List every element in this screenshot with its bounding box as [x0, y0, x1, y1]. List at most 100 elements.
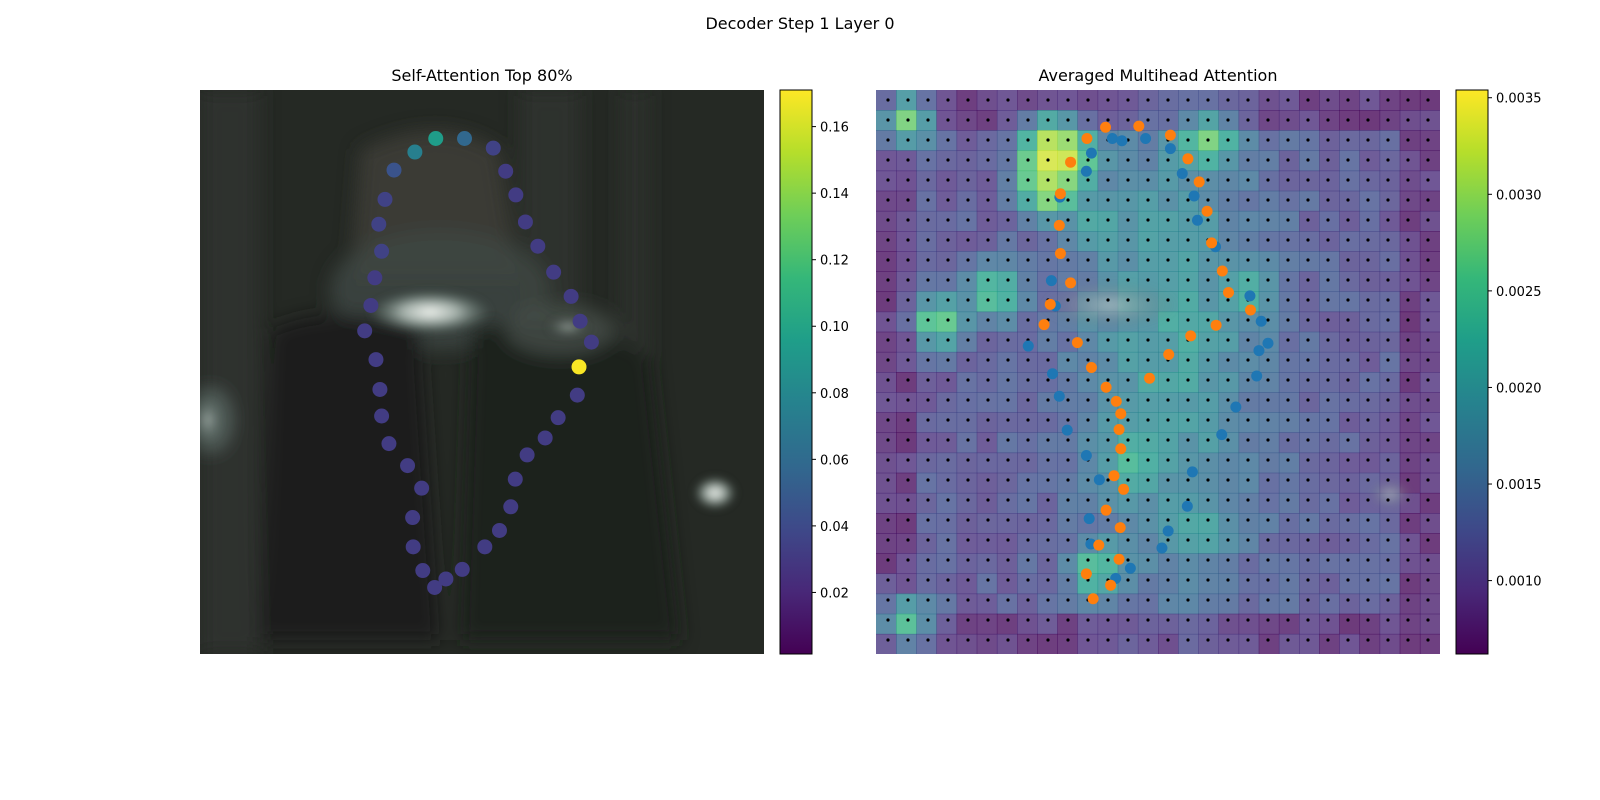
heatmap-cell [1299, 452, 1320, 474]
heatmap-cell [1278, 392, 1300, 413]
grid-dot [986, 478, 990, 482]
heatmap-cell [1238, 492, 1260, 514]
grid-dot [1306, 458, 1310, 462]
grid-dot [1026, 318, 1030, 322]
grid-dot [1306, 98, 1310, 102]
heatmap-cell [1419, 331, 1440, 353]
grid-dot [1186, 258, 1190, 262]
grid-dot [966, 138, 970, 142]
heatmap-cell [1339, 372, 1361, 393]
heatmap-cell [1419, 170, 1440, 192]
heatmap-cell [1037, 392, 1058, 413]
grid-dot [1346, 638, 1350, 642]
heatmap-cell [976, 553, 998, 575]
grid-dot [1326, 578, 1330, 582]
grid-dot [1006, 278, 1010, 282]
grid-dot [1326, 258, 1330, 262]
grid-dot [1306, 198, 1310, 202]
grid-dot [1166, 618, 1170, 622]
series-0-point-28 [1115, 443, 1127, 455]
grid-dot [1386, 458, 1390, 462]
heatmap-cell [1319, 231, 1340, 252]
heatmap-cell [936, 472, 958, 494]
grid-dot [906, 198, 910, 202]
series-0-point-1 [1133, 120, 1145, 132]
grid-dot [1086, 218, 1090, 222]
grid-dot [1386, 578, 1390, 582]
grid-dot [1186, 118, 1190, 122]
grid-dot [1066, 338, 1070, 342]
heatmap-cell [976, 311, 998, 333]
grid-dot [946, 578, 950, 582]
grid-dot [1366, 538, 1370, 542]
heatmap-cell [1178, 633, 1199, 654]
grid-dot [946, 198, 950, 202]
attention-point-11 [530, 238, 546, 254]
grid-dot [1366, 558, 1370, 562]
heatmap-colorbar-ticks: 0.0010 0.0015 0.0020 0.0025 0.0030 0.0035 [1488, 92, 1542, 590]
heatmap-cell [916, 452, 938, 474]
heatmap-cell [876, 533, 897, 554]
grid-dot [1246, 438, 1250, 442]
grid-dot [1306, 358, 1310, 362]
heatmap-cell [916, 190, 938, 212]
grid-dot [886, 258, 890, 262]
grid-dot [1166, 98, 1170, 102]
heatmap-cell [1339, 190, 1361, 212]
grid-dot [1406, 518, 1410, 522]
grid-dot [886, 638, 890, 642]
grid-dot [966, 598, 970, 602]
heatmap-cell [1419, 231, 1440, 252]
orange-series-points [1038, 120, 1256, 605]
grid-dot [966, 278, 970, 282]
grid-dot [926, 558, 930, 562]
heatmap-cell [1198, 351, 1220, 373]
heatmap-cell [1158, 492, 1179, 514]
heatmap-cell [996, 472, 1018, 494]
grid-dot [906, 498, 910, 502]
grid-dot [1346, 158, 1350, 162]
heatmap-cell [1339, 472, 1361, 494]
grid-dot [1346, 378, 1350, 382]
heatmap-cell [1258, 573, 1280, 595]
grid-dot [1006, 318, 1010, 322]
grid-dot [926, 398, 930, 402]
grid-dot [1186, 378, 1190, 382]
grid-dot [926, 278, 930, 282]
grid-dot [886, 458, 890, 462]
grid-dot [946, 498, 950, 502]
grid-dot [946, 118, 950, 122]
grid-dot [1126, 238, 1130, 242]
heatmap-cell [1017, 452, 1038, 474]
grid-dot [1366, 398, 1370, 402]
grid-dot [1166, 578, 1170, 582]
heatmap-cell [1258, 533, 1280, 554]
grid-dot [1006, 538, 1010, 542]
heatmap-cell [1399, 331, 1421, 353]
grid-dot [1246, 378, 1250, 382]
grid-dot [1366, 338, 1370, 342]
heatmap-cell [1278, 513, 1300, 534]
grid-dot [1286, 118, 1290, 122]
heatmap-cell [1158, 573, 1179, 595]
grid-dot [886, 278, 890, 282]
heatmap-cell [1198, 593, 1220, 615]
grid-dot [1226, 138, 1230, 142]
heatmap-cell [916, 170, 938, 192]
grid-dot [946, 258, 950, 262]
grid-dot [1126, 558, 1130, 562]
grid-dot [1266, 558, 1270, 562]
heatmap-cell [1319, 452, 1340, 474]
attention-point-29 [507, 471, 523, 487]
series-1-point-28 [1083, 513, 1095, 525]
grid-dot [1006, 158, 1010, 162]
grid-dot [1386, 138, 1390, 142]
heatmap-cell [976, 452, 998, 474]
series-0-point-3 [1164, 129, 1176, 141]
heatmap-cell [1299, 311, 1320, 333]
grid-dot [1306, 578, 1310, 582]
heatmap-cell [1359, 190, 1381, 212]
heatmap-cell [1017, 271, 1038, 293]
grid-dot [1026, 378, 1030, 382]
grid-dot [1326, 538, 1330, 542]
